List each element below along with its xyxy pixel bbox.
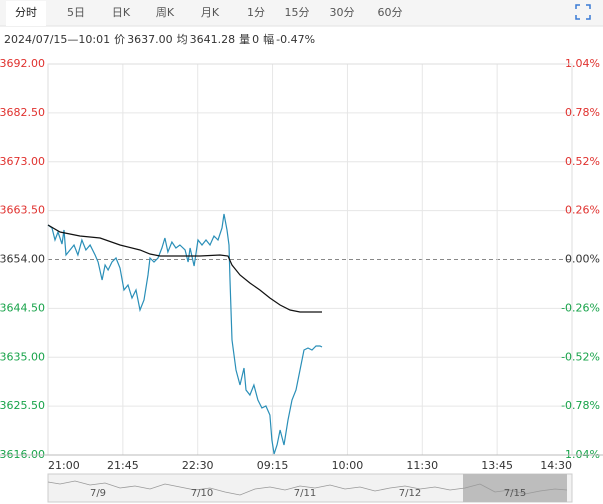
- info-label: 幅: [263, 33, 274, 46]
- info-value: -0.47%: [276, 33, 315, 46]
- navigator-line: [47, 480, 568, 496]
- y2-tick-label: 0.26%: [565, 204, 600, 217]
- navigator-date: 7/12: [399, 488, 421, 499]
- tab[interactable]: 周K: [156, 6, 175, 19]
- info-value: 3641.28: [190, 33, 236, 46]
- info-line: 2024/07/15—10:01 价 3637.00 均 3641.28 量 0 幅 -0.47…: [4, 33, 315, 46]
- tab[interactable]: 30分: [330, 6, 355, 19]
- info-label: 价: [114, 33, 125, 46]
- y2-tick-label: 0.78%: [565, 106, 600, 119]
- y-tick-label: 3625.50: [0, 399, 45, 412]
- navigator: [47, 473, 573, 503]
- y2-tick-label: -0.26%: [561, 301, 600, 314]
- y2-tick-label: 0.52%: [565, 155, 600, 168]
- navigator-date: 7/15: [504, 488, 526, 499]
- info-label: 量: [239, 33, 250, 46]
- x-tick-label: 22:30: [182, 459, 214, 472]
- x-tick-label: 11:30: [406, 459, 438, 472]
- x-tick-label: 21:00: [48, 459, 80, 472]
- y-tick-label: 3635.00: [0, 350, 45, 363]
- expand-icon[interactable]: [575, 4, 591, 20]
- y2-tick-label: -0.52%: [561, 350, 600, 363]
- y2-tick-label: -0.78%: [561, 399, 600, 412]
- info-datetime: 2024/07/15—10:01: [4, 33, 110, 46]
- y-tick-label: 3654.00: [0, 253, 45, 266]
- tab[interactable]: 月K: [201, 6, 220, 19]
- toolbar: [0, 0, 603, 26]
- tab[interactable]: 15分: [285, 6, 310, 19]
- tab[interactable]: 60分: [378, 6, 403, 19]
- y-tick-label: 3663.50: [0, 204, 45, 217]
- info-value: 0: [252, 33, 259, 46]
- tab[interactable]: 分时: [15, 6, 37, 19]
- plot: 3692.00 3682.50 3673.00 3663.50 3654.00 3644.…: [0, 57, 603, 472]
- tab[interactable]: 日K: [112, 6, 131, 19]
- x-tick-label: 13:45: [481, 459, 513, 472]
- x-tick-label: 21:45: [107, 459, 139, 472]
- navigator-date: 7/10: [191, 488, 213, 499]
- x-tick-label: 14:30: [540, 459, 572, 472]
- navigator-date: 7/9: [90, 488, 106, 499]
- navigator-date: 7/11: [294, 488, 316, 499]
- y-tick-label: 3644.50: [0, 301, 45, 314]
- info-value: 3637.00: [127, 33, 173, 46]
- tab[interactable]: 5日: [67, 6, 85, 19]
- navigator-window[interactable]: [463, 474, 567, 502]
- y2-tick-label: 0.00%: [565, 253, 600, 266]
- line-series: [47, 213, 323, 455]
- tabs: 分时 5日 日K 周K 月K 1分 15分 30分 60分: [15, 6, 403, 19]
- y2-tick-label: 1.04%: [565, 57, 600, 70]
- line-series: [47, 224, 322, 313]
- x-tick-label: 10:00: [332, 459, 364, 472]
- y-tick-label: 3682.50: [0, 106, 45, 119]
- y-tick-label: 3692.00: [0, 57, 45, 70]
- active-tab-bg: [6, 1, 46, 26]
- x-tick-label: 09:15: [257, 459, 289, 472]
- navigator-labels: 7/9 7/10 7/11 7/12 7/15: [90, 488, 526, 499]
- info-label: 均: [177, 33, 188, 46]
- y-tick-label: 3673.00: [0, 155, 45, 168]
- tab[interactable]: 1分: [247, 6, 265, 19]
